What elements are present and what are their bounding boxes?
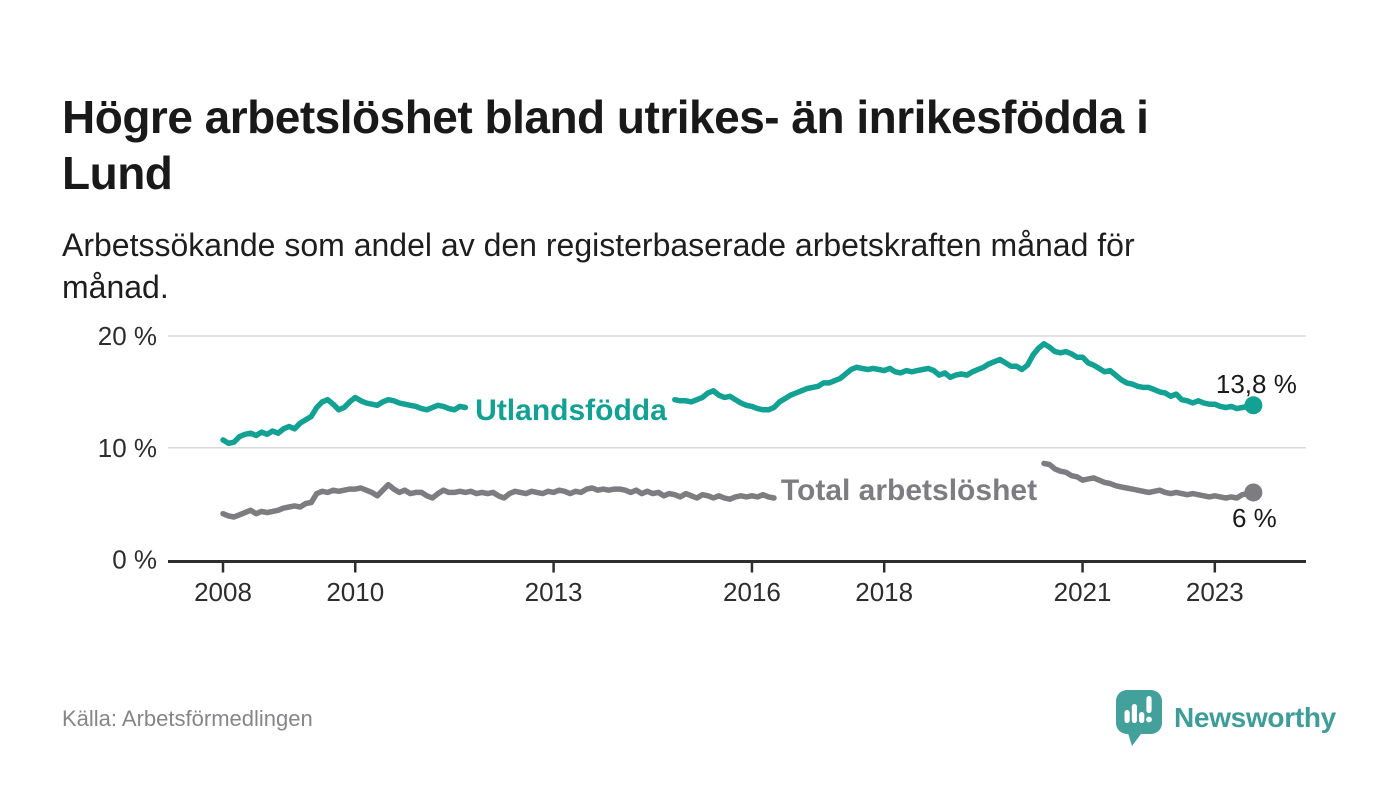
x-tick-label: 2021 [1054, 577, 1112, 607]
x-tick-label: 2013 [525, 577, 583, 607]
x-tick-label: 2016 [723, 577, 781, 607]
y-tick-label: 10 % [98, 433, 157, 463]
y-tick-label: 20 % [98, 321, 157, 351]
series-label: Total arbetslöshet [781, 474, 1037, 507]
page-subtitle: Arbetssökande som andel av den registerb… [62, 227, 1135, 305]
brand-wordmark: Newsworthy [1174, 702, 1336, 733]
x-tick-label: 2023 [1186, 577, 1244, 607]
x-tick-label: 2018 [855, 577, 913, 607]
end-value-label: 13,8 % [1216, 369, 1297, 399]
page-title: Högre arbetslöshet bland utrikes- än inr… [62, 90, 1149, 199]
x-tick-label: 2010 [326, 577, 384, 607]
newsworthy-brand: Newsworthy [1114, 688, 1336, 748]
series-label: Utlandsfödda [475, 394, 667, 427]
line-total-arbetsloshet [220, 460, 1257, 520]
source-note: Källa: Arbetsförmedlingen [62, 706, 313, 731]
x-tick-label: 2008 [194, 577, 252, 607]
y-tick-label: 0 % [112, 545, 157, 575]
end-value-label: 6 % [1232, 503, 1277, 533]
end-point-dot [1244, 396, 1263, 415]
line-utlandsfodda [220, 341, 1257, 447]
end-point-dot [1244, 483, 1263, 502]
newsworthy-logo-icon [1116, 690, 1162, 746]
